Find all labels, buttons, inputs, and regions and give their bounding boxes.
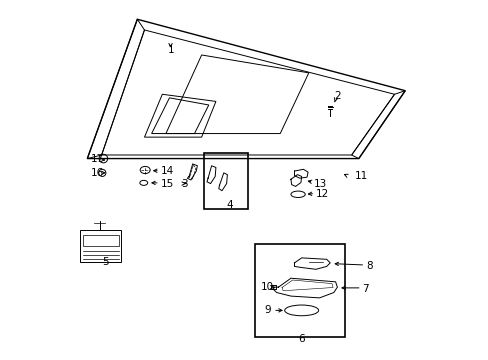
Text: 3: 3	[181, 179, 187, 189]
Text: 17: 17	[91, 154, 104, 163]
Bar	[270, 285, 276, 289]
Text: 13: 13	[313, 179, 327, 189]
Bar	[204, 153, 247, 209]
Text: 7: 7	[362, 284, 368, 294]
Text: 8: 8	[365, 261, 372, 271]
Text: 5: 5	[102, 257, 108, 267]
Text: 10: 10	[260, 282, 273, 292]
Text: 11: 11	[354, 171, 368, 181]
Text: 6: 6	[298, 334, 305, 344]
Text: 2: 2	[333, 91, 340, 101]
Bar	[83, 235, 119, 246]
Text: 12: 12	[315, 189, 328, 199]
Text: 16: 16	[91, 168, 104, 178]
Text: 9: 9	[264, 305, 270, 315]
Text: 15: 15	[160, 179, 173, 189]
Bar	[255, 244, 344, 337]
Text: 14: 14	[160, 166, 173, 176]
Text: 1: 1	[167, 45, 174, 55]
Text: 4: 4	[226, 200, 233, 210]
